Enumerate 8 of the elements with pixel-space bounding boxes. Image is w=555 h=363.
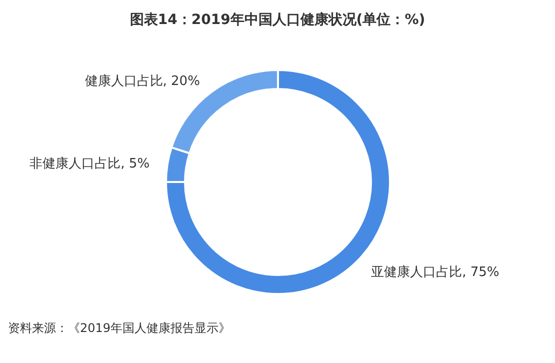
data-label: , 20% <box>162 74 200 90</box>
slice-label: 亚健康人口占比 <box>371 265 462 280</box>
chart-title: 图表14：2019年中国人口健康状况(单位：%) <box>130 11 426 28</box>
slice-label: 健康人口占比 <box>84 74 163 90</box>
data-label: , 5% <box>120 156 150 172</box>
slice-label: 非健康人口占比 <box>30 156 121 172</box>
text: 资料来源：《2019年国人健康报告显示》 <box>8 321 231 335</box>
data-label: , 75% <box>462 265 500 280</box>
